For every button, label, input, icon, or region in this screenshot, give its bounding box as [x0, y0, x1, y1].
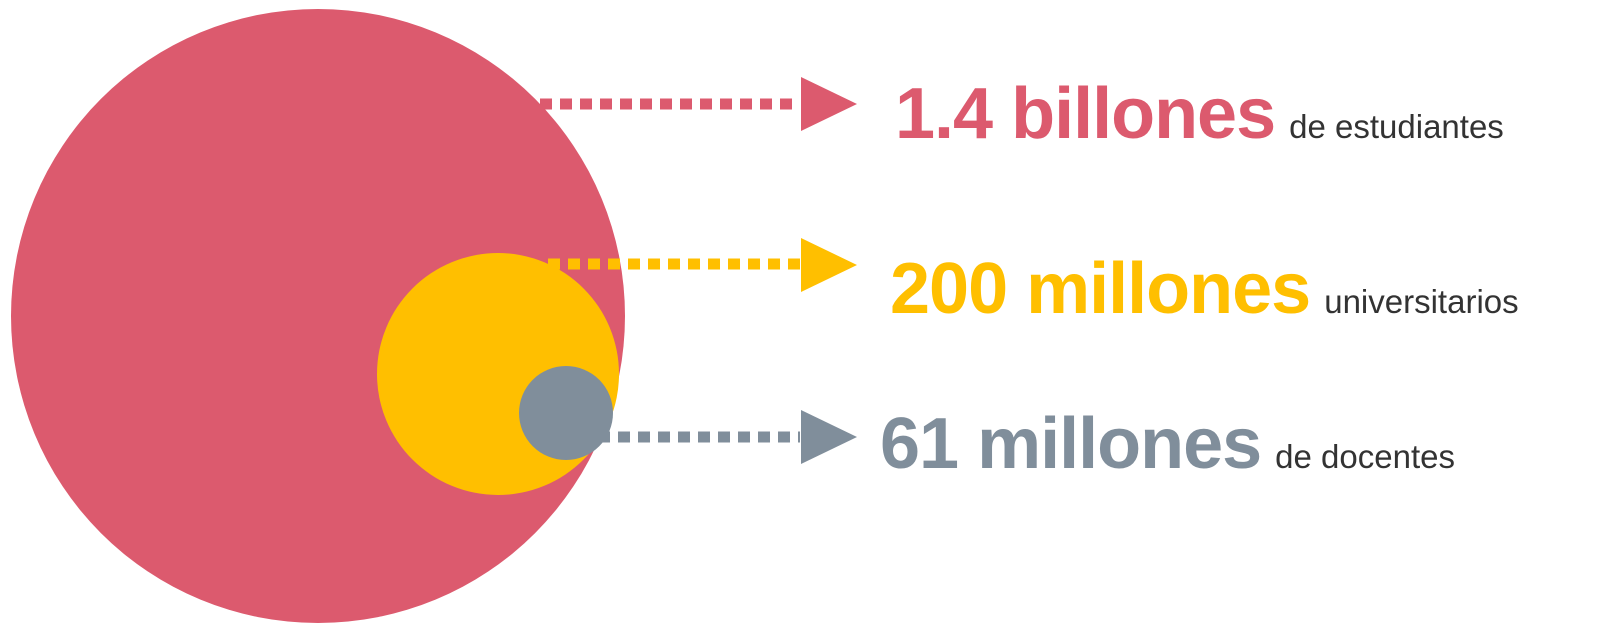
teachers-label: 61 millones de docentes — [880, 408, 1455, 480]
teachers-value: 61 millones — [880, 404, 1262, 484]
university-caption: universitarios — [1324, 283, 1519, 320]
teachers-circle — [519, 366, 613, 460]
students-caption: de estudiantes — [1289, 108, 1504, 145]
university-arrow-icon — [801, 238, 857, 292]
students-label: 1.4 billones de estudiantes — [895, 78, 1504, 150]
university-label: 200 millones universitarios — [890, 253, 1519, 325]
university-value: 200 millones — [890, 249, 1311, 329]
teachers-caption: de docentes — [1275, 438, 1455, 475]
students-arrow-icon — [801, 77, 857, 131]
teachers-arrow-icon — [801, 410, 857, 464]
students-value: 1.4 billones — [895, 74, 1276, 154]
